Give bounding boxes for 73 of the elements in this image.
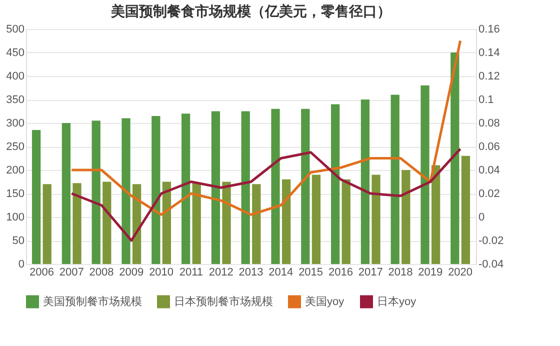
y2-tick-label: 0.14 xyxy=(478,47,500,59)
x-tick-label: 2007 xyxy=(59,266,84,278)
bar xyxy=(102,182,112,264)
y2-tick-label: 0.12 xyxy=(478,70,500,82)
x-tick-label: 2015 xyxy=(298,266,324,278)
y-tick-label: 200 xyxy=(6,164,24,176)
bar xyxy=(62,123,71,264)
y2-tick-label: 0.06 xyxy=(478,141,500,153)
bar xyxy=(162,182,172,264)
bar xyxy=(211,111,220,264)
bar xyxy=(390,94,400,264)
y2-tick-label: 0.1 xyxy=(478,94,494,106)
x-tick-label: 2020 xyxy=(448,266,473,278)
line-series xyxy=(70,40,462,216)
bar xyxy=(312,174,321,264)
y-tick-label: 500 xyxy=(6,24,24,36)
y2-tick-label: 0.04 xyxy=(478,164,500,176)
y-tick-label: 0 xyxy=(18,258,24,270)
bar xyxy=(461,156,470,264)
y-tick-label: 50 xyxy=(12,235,24,247)
bar xyxy=(241,111,250,264)
bar xyxy=(330,104,340,264)
y-tick-label: 250 xyxy=(6,141,24,153)
bar xyxy=(282,179,291,264)
bar xyxy=(420,85,430,264)
x-tick-label: 2014 xyxy=(268,266,294,278)
y-tick-label: 450 xyxy=(6,47,24,59)
bar xyxy=(222,182,231,264)
y-tick-label: 150 xyxy=(6,188,24,200)
bar xyxy=(181,114,190,264)
bar xyxy=(122,118,130,264)
bar xyxy=(431,165,440,264)
y2-tick-label: -0.02 xyxy=(478,235,504,247)
bar xyxy=(42,184,52,264)
line-series xyxy=(70,148,462,242)
legend-label: 美国预制餐市场规模 xyxy=(43,294,142,308)
legend-label: 美国yoy xyxy=(305,294,345,308)
chart-title: 美国预制餐食市场规模（亿美元，零售径口） xyxy=(110,3,391,19)
bar xyxy=(32,130,41,264)
x-tick-label: 2010 xyxy=(149,266,174,278)
legend-label: 日本预制餐市场规模 xyxy=(174,294,273,308)
bar xyxy=(152,116,160,264)
bar xyxy=(72,183,82,264)
y-tick-label: 100 xyxy=(6,212,24,224)
x-tick-label: 2018 xyxy=(388,266,413,278)
bar xyxy=(372,174,380,264)
x-tick-label: 2009 xyxy=(119,266,144,278)
x-tick-label: 2017 xyxy=(358,266,383,278)
y2-tick-label: 0.02 xyxy=(478,188,500,200)
x-tick-label: 2006 xyxy=(29,266,54,278)
x-tick-label: 2008 xyxy=(89,266,114,278)
y-tick-label: 350 xyxy=(6,94,24,106)
x-tick-label: 2013 xyxy=(238,266,264,278)
y2-tick-label: 0.16 xyxy=(478,24,500,36)
bar xyxy=(402,170,410,264)
bar xyxy=(271,108,280,264)
bar xyxy=(252,184,261,264)
bar xyxy=(301,108,310,264)
y2-tick-label: 0 xyxy=(478,212,485,224)
y-tick-label: 300 xyxy=(6,118,24,130)
bar xyxy=(342,179,350,264)
x-tick-label: 2011 xyxy=(179,266,204,278)
y2-tick-label: -0.04 xyxy=(478,258,504,270)
x-tick-label: 2016 xyxy=(328,266,353,278)
legend-label: 日本yoy xyxy=(377,294,417,308)
y-tick-label: 400 xyxy=(6,70,24,82)
bar xyxy=(192,183,201,264)
bar xyxy=(360,100,370,264)
bar xyxy=(450,52,460,264)
x-tick-label: 2012 xyxy=(208,266,234,278)
x-tick-label: 2019 xyxy=(418,266,443,278)
bar xyxy=(92,120,100,264)
y2-tick-label: 0.08 xyxy=(478,118,500,130)
